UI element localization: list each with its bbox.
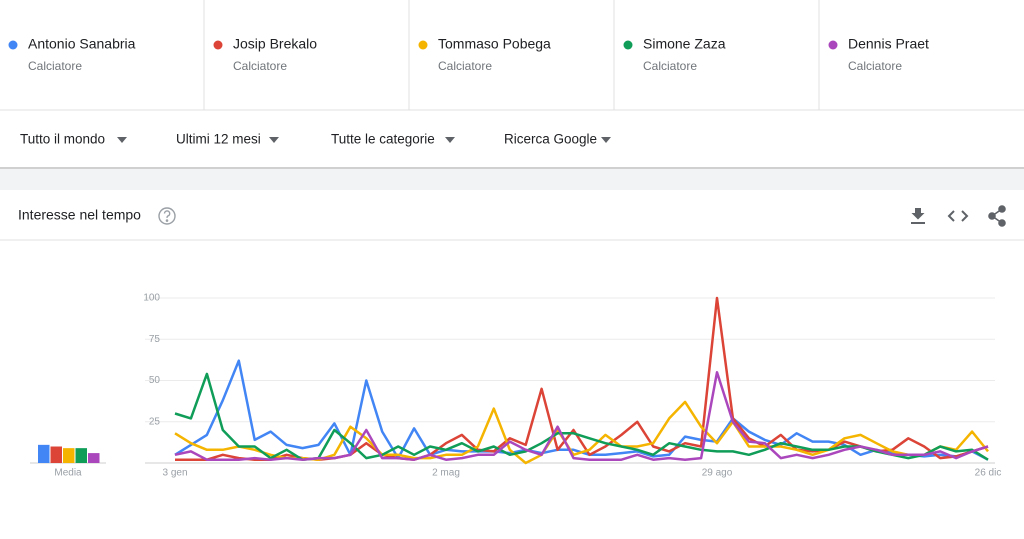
x-tick-label: 29 ago xyxy=(702,468,733,479)
download-arrow xyxy=(911,208,925,220)
section-gap xyxy=(0,168,1024,190)
term-name: Antonio Sanabria xyxy=(28,36,136,52)
embed-left xyxy=(947,210,955,222)
term-subtitle: Calciatore xyxy=(643,59,697,73)
dropdown-arrow[interactable] xyxy=(601,137,611,143)
term-subtitle: Calciatore xyxy=(848,59,902,73)
term-name: Josip Brekalo xyxy=(233,36,317,52)
embed-right xyxy=(961,210,969,222)
filter[interactable]: Tutte le categorie xyxy=(331,132,435,147)
average-bar xyxy=(38,444,50,463)
average-bar xyxy=(50,446,62,463)
x-tick-label: 26 dic xyxy=(975,468,1002,479)
term-subtitle: Calciatore xyxy=(28,59,82,73)
filter[interactable]: Ultimi 12 mesi xyxy=(176,132,261,147)
average-label: Media xyxy=(54,468,82,479)
average-bar xyxy=(88,453,100,463)
term-name: Tommaso Pobega xyxy=(438,36,551,52)
share-node xyxy=(998,219,1006,227)
download-base xyxy=(911,222,925,224)
share-node xyxy=(988,212,996,220)
help-circle xyxy=(158,207,176,225)
average-bar xyxy=(63,448,75,463)
term-name: Simone Zaza xyxy=(643,36,726,52)
term-subtitle: Calciatore xyxy=(233,59,287,73)
dropdown-arrow[interactable] xyxy=(445,137,455,143)
filter[interactable]: Ricerca Google xyxy=(504,132,597,147)
average-bar xyxy=(75,448,87,463)
dropdown-arrow[interactable] xyxy=(117,137,127,143)
x-tick-label: 2 mag xyxy=(432,468,460,479)
term-dot xyxy=(828,40,838,50)
term-dot xyxy=(8,40,18,50)
download-icon[interactable] xyxy=(911,208,925,224)
y-tick-label: 75 xyxy=(149,334,161,345)
share-node xyxy=(998,205,1006,213)
dropdown-arrow[interactable] xyxy=(269,137,279,143)
share-icon[interactable] xyxy=(988,205,1006,227)
x-tick-label: 3 gen xyxy=(162,468,187,479)
term-dot xyxy=(623,40,633,50)
y-tick-label: 100 xyxy=(143,293,160,304)
help-icon[interactable] xyxy=(158,207,176,225)
term-name: Dennis Praet xyxy=(848,36,929,52)
term-dividers xyxy=(0,0,1024,111)
panel-title: Interesse nel tempo xyxy=(18,207,141,223)
help-dot xyxy=(165,219,169,222)
term-dot xyxy=(213,40,223,50)
help-mark xyxy=(163,210,171,218)
y-tick-label: 50 xyxy=(149,375,161,386)
trend-line xyxy=(174,371,989,461)
embed-icon[interactable] xyxy=(947,210,969,222)
term-subtitle: Calciatore xyxy=(438,59,492,73)
dropdown-arrows xyxy=(117,137,611,143)
term-dot xyxy=(418,40,428,50)
filter[interactable]: Tutto il mondo xyxy=(20,132,105,147)
y-tick-label: 25 xyxy=(149,416,161,427)
